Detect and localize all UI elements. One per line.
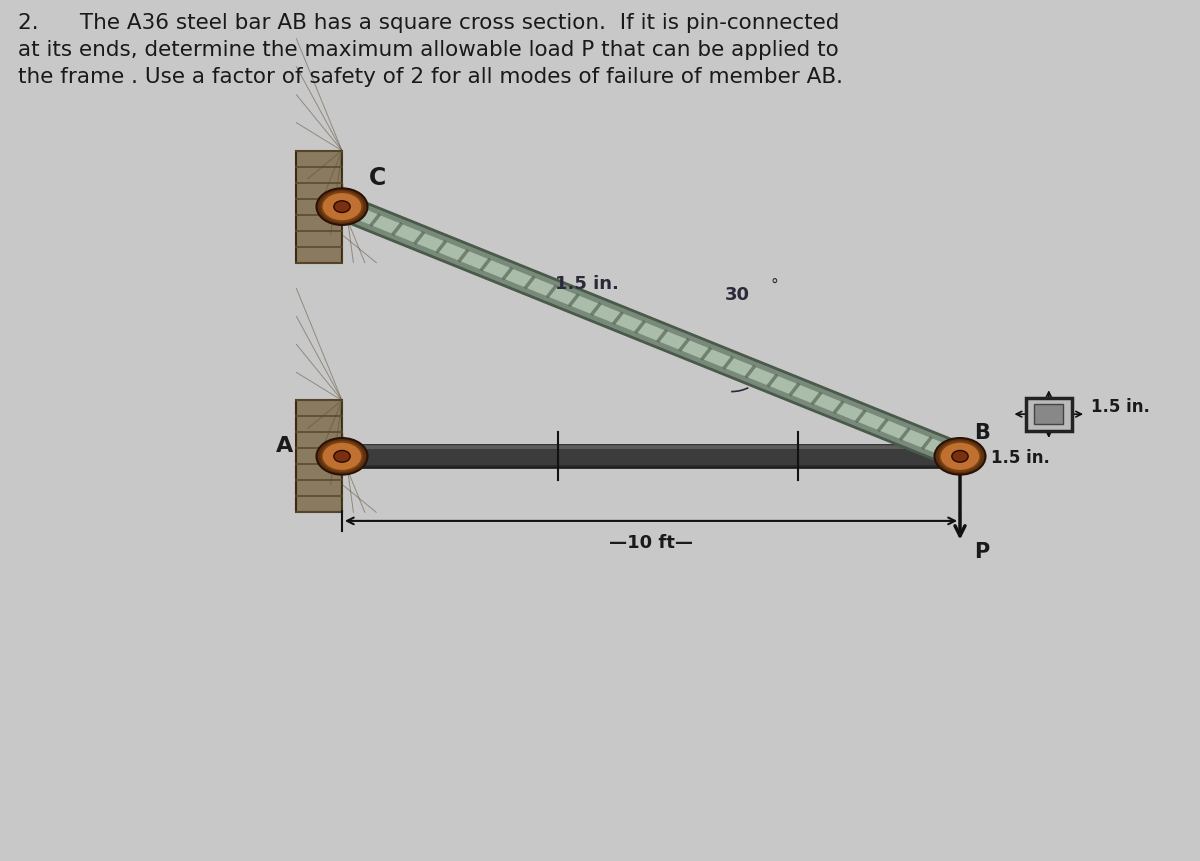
Bar [296,400,342,512]
Circle shape [952,450,968,462]
Bar [342,465,960,468]
Text: P: P [974,542,990,562]
Text: B: B [974,423,990,443]
Circle shape [935,438,985,474]
Text: —10 ft—: —10 ft— [610,535,694,553]
Bar [342,445,960,468]
Text: 1.5 in.: 1.5 in. [556,276,619,293]
Circle shape [322,442,362,471]
Circle shape [334,450,350,462]
Text: 30: 30 [725,287,750,305]
Text: 1.5 in.: 1.5 in. [1091,399,1150,416]
Bar [1026,398,1072,430]
Text: A: A [276,436,293,456]
Text: 2.      The A36 steel bar AB has a square cross section.  If it is pin-connected: 2. The A36 steel bar AB has a square cro… [18,13,842,87]
Text: C: C [368,166,385,190]
Text: 1.5 in.: 1.5 in. [990,449,1050,468]
Circle shape [317,189,367,225]
Circle shape [940,442,980,471]
Circle shape [322,192,362,221]
Bar [342,445,960,449]
Text: °: ° [770,278,778,293]
Bar [1034,404,1063,424]
Bar [296,151,342,263]
Circle shape [334,201,350,213]
Circle shape [317,438,367,474]
